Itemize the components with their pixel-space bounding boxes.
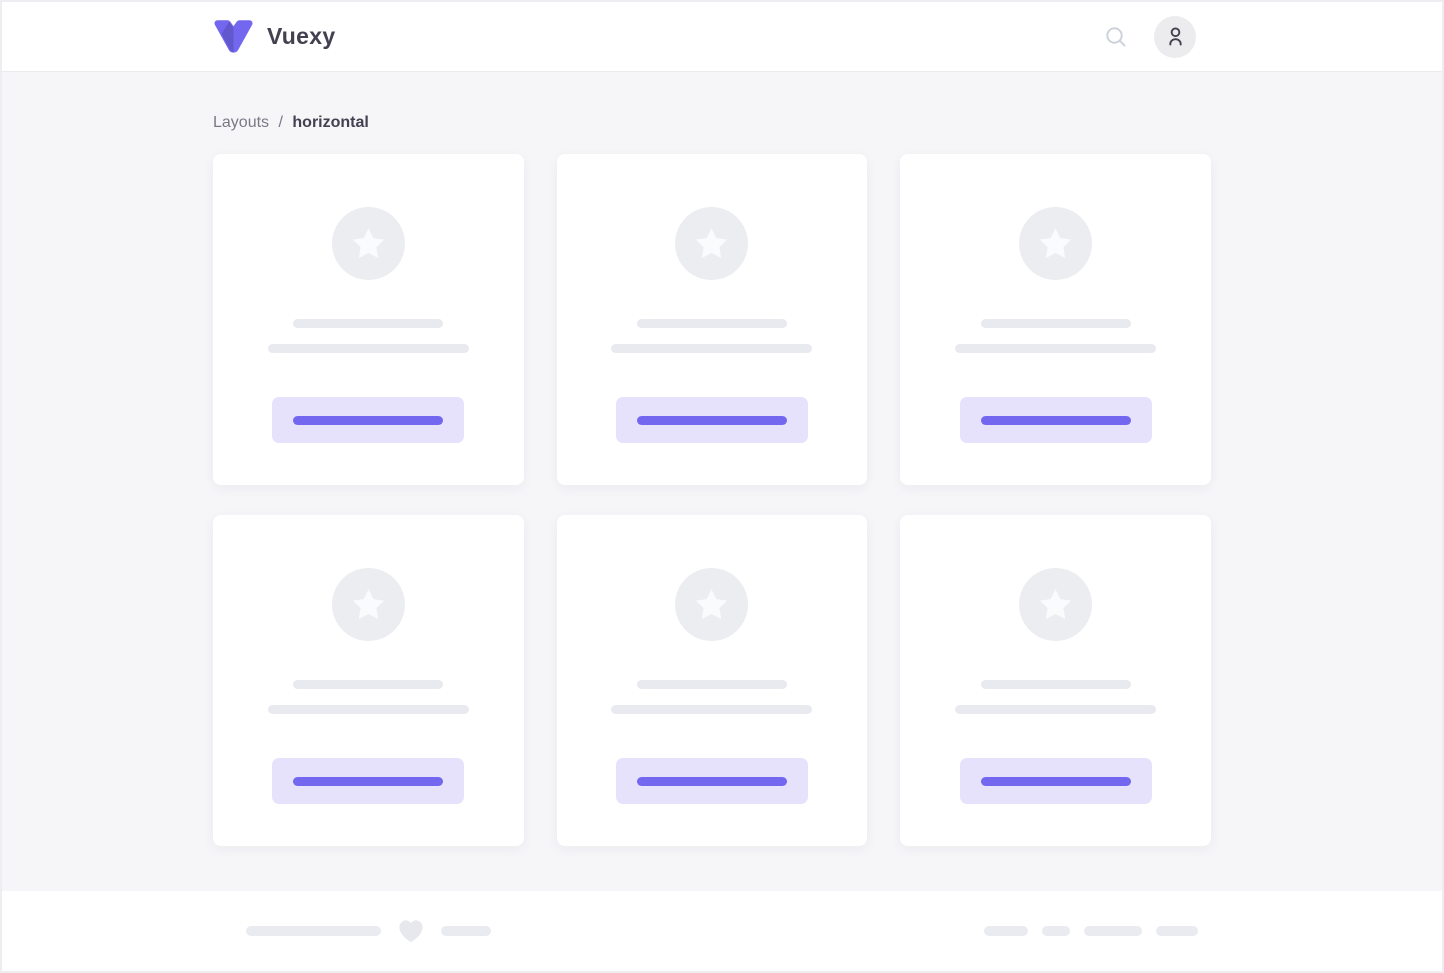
placeholder-card xyxy=(900,515,1211,846)
image-placeholder xyxy=(331,207,405,280)
button-placeholder[interactable] xyxy=(959,397,1152,443)
text-placeholder-line xyxy=(293,680,444,689)
text-placeholder-line xyxy=(980,680,1131,689)
user-avatar[interactable] xyxy=(1154,15,1196,58)
placeholder-card xyxy=(556,154,868,485)
image-placeholder xyxy=(1019,207,1093,280)
footer-text-placeholder xyxy=(441,926,491,936)
placeholder-card xyxy=(556,515,868,846)
button-label-placeholder xyxy=(636,415,787,425)
button-label-placeholder xyxy=(980,776,1131,786)
button-placeholder[interactable] xyxy=(272,758,465,804)
user-avatar-icon xyxy=(1168,27,1182,46)
image-placeholder xyxy=(1019,568,1093,641)
breadcrumb-section[interactable]: Layouts xyxy=(213,114,270,131)
footer-text-placeholder xyxy=(246,926,381,936)
button-label-placeholder xyxy=(636,776,787,786)
button-label-placeholder xyxy=(293,415,444,425)
text-placeholder-line xyxy=(980,319,1131,328)
placeholder-card xyxy=(900,154,1211,485)
breadcrumb-separator: / xyxy=(278,114,283,131)
image-placeholder xyxy=(675,568,749,641)
footer-link-placeholder xyxy=(1042,926,1070,936)
star-icon xyxy=(696,227,728,258)
star-icon xyxy=(352,588,385,619)
star-icon xyxy=(1039,227,1072,258)
text-placeholder-line xyxy=(611,705,813,714)
text-placeholder-line xyxy=(955,705,1157,714)
star-icon xyxy=(696,588,728,619)
breadcrumb-current: horizontal xyxy=(292,114,369,131)
content-area: Layouts / horizontal xyxy=(2,72,1442,891)
text-placeholder-line xyxy=(267,344,469,353)
placeholder-card xyxy=(213,515,524,846)
text-placeholder-line xyxy=(611,344,813,353)
text-placeholder-line xyxy=(267,705,469,714)
text-placeholder-line xyxy=(293,319,444,328)
footer-link-placeholder xyxy=(1084,926,1142,936)
button-placeholder[interactable] xyxy=(615,758,808,804)
text-placeholder-line xyxy=(955,344,1157,353)
heart-icon xyxy=(397,918,425,944)
footer-link-placeholder xyxy=(984,926,1028,936)
star-icon xyxy=(1039,588,1072,619)
text-placeholder-line xyxy=(636,680,787,689)
image-placeholder xyxy=(675,207,749,280)
placeholder-card xyxy=(213,154,524,485)
button-placeholder[interactable] xyxy=(272,397,465,443)
vuexy-logo-icon xyxy=(213,20,254,53)
image-placeholder xyxy=(331,568,405,641)
brand-name: Vuexy xyxy=(267,23,336,49)
button-label-placeholder xyxy=(980,415,1131,425)
breadcrumb: Layouts / horizontal xyxy=(213,114,1211,132)
button-label-placeholder xyxy=(293,776,444,786)
text-placeholder-line xyxy=(636,319,787,328)
header-actions xyxy=(1104,15,1196,58)
button-placeholder[interactable] xyxy=(615,397,808,443)
footer-left xyxy=(246,918,491,944)
brand[interactable]: Vuexy xyxy=(213,20,335,53)
app-footer xyxy=(2,891,1442,971)
footer-link-placeholder xyxy=(1156,926,1198,936)
card-grid xyxy=(213,154,1211,846)
star-icon xyxy=(352,227,385,258)
search-icon[interactable] xyxy=(1104,25,1128,49)
footer-right xyxy=(984,926,1198,936)
app-header: Vuexy xyxy=(2,2,1442,72)
button-placeholder[interactable] xyxy=(959,758,1152,804)
